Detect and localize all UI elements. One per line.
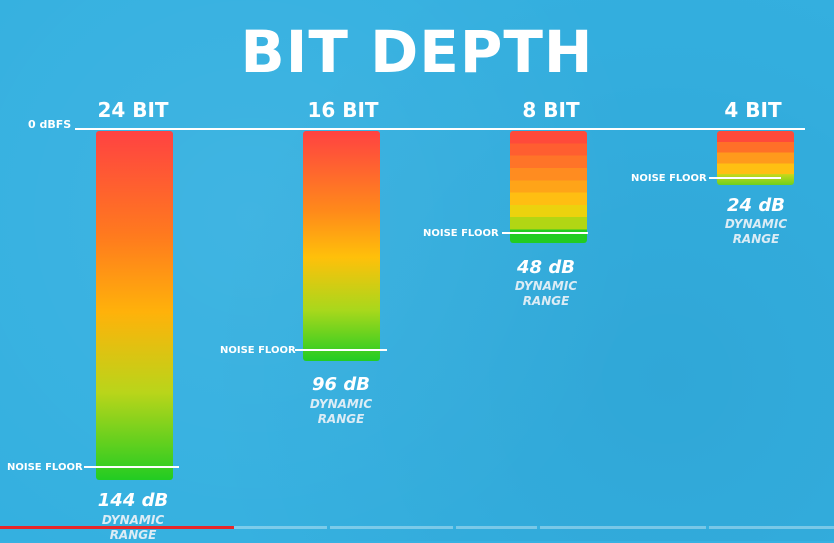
noise-floor-line-8 [502, 232, 588, 234]
chapter-divider [327, 526, 330, 529]
bit-label-4: 4 BIT [724, 98, 782, 122]
noise-floor-label-16: NOISE FLOOR [220, 345, 296, 356]
zero-dbfs-line [75, 128, 805, 130]
dynamic-text-24: DYNAMIC [101, 513, 165, 527]
range-text-8: RANGE [522, 294, 570, 308]
zero-dbfs-label: 0 dBFS [28, 118, 72, 131]
dynamic-range-value-16: 96 dB [312, 374, 370, 395]
bar-24-bit [96, 131, 173, 480]
noise-floor-label-4: NOISE FLOOR [631, 173, 707, 184]
dynamic-range-value-4: 24 dB [727, 195, 785, 216]
video-progress-fill [0, 526, 234, 529]
noise-floor-label-24: NOISE FLOOR [7, 462, 83, 473]
chapter-divider [706, 526, 709, 529]
range-text-24: RANGE [109, 528, 157, 542]
dynamic-text-4: DYNAMIC [724, 217, 788, 231]
noise-floor-line-4 [709, 177, 781, 179]
noise-floor-label-8: NOISE FLOOR [423, 228, 499, 239]
bit-label-24: 24 BIT [97, 98, 169, 122]
dynamic-text-8: DYNAMIC [514, 279, 578, 293]
noise-floor-line-24 [84, 466, 179, 468]
video-progress-bar[interactable] [0, 526, 834, 529]
bit-label-16: 16 BIT [307, 98, 379, 122]
noise-floor-line-16 [295, 349, 387, 351]
page-title: BIT DEPTH [240, 18, 594, 86]
range-text-16: RANGE [317, 412, 365, 426]
bar-8-bit [510, 131, 587, 243]
chapter-divider [453, 526, 456, 529]
range-text-4: RANGE [732, 232, 780, 246]
chapter-divider [537, 526, 540, 529]
bit-label-8: 8 BIT [522, 98, 580, 122]
bar-16-bit [303, 131, 380, 361]
bar-4-bit [717, 131, 794, 185]
dynamic-range-value-24: 144 dB [97, 490, 169, 511]
dynamic-range-value-8: 48 dB [517, 257, 575, 278]
dynamic-text-16: DYNAMIC [309, 397, 373, 411]
